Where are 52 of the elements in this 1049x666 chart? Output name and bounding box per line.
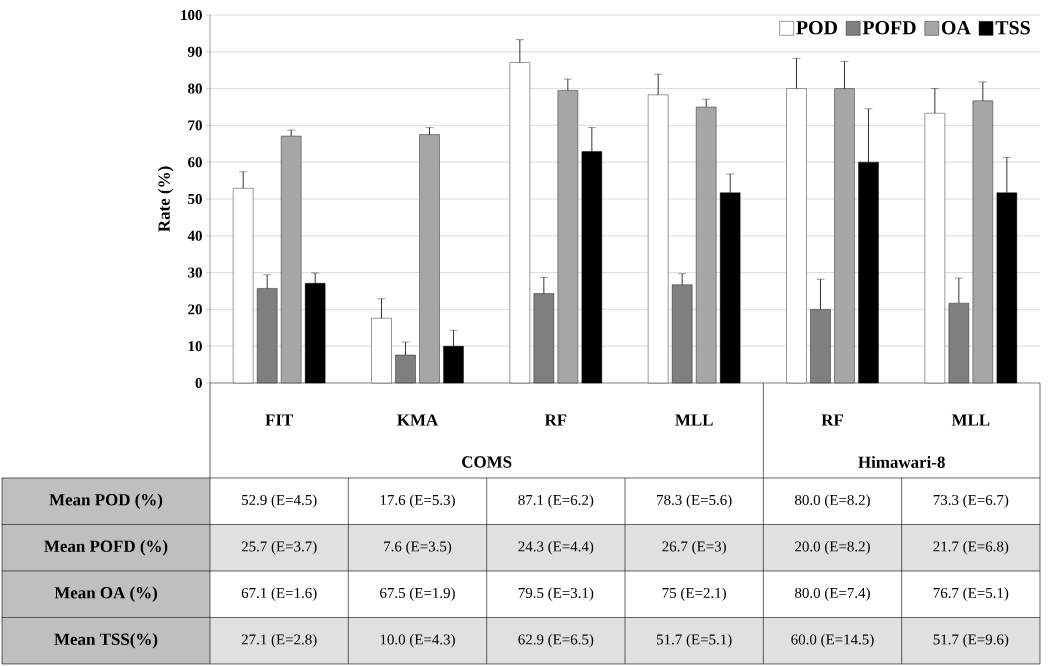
data-label: 67.1 (E=1.6) [241, 587, 317, 602]
legend-label: POD [796, 21, 837, 35]
y-axis-title: Rate (%) [157, 166, 174, 232]
y-tick-label: 20 [188, 304, 202, 315]
data-label: 60.0 (E=14.5) [791, 633, 874, 648]
data-label: 76.7 (E=5.1) [933, 587, 1009, 602]
legend-label: POFD [862, 21, 916, 35]
data-label: 21.7 (E=6.8) [933, 540, 1009, 555]
legend-label: OA [941, 21, 971, 35]
y-tick-label: 60 [188, 157, 202, 168]
x-tick-label: KMA [397, 414, 439, 426]
y-tick-label: 40 [187, 230, 202, 241]
data-label: 78.3 (E=5.6) [657, 494, 732, 509]
data-label: 27.1 (E=2.8) [241, 633, 317, 648]
y-tick-label: 30 [188, 267, 202, 278]
y-tick-label: 10 [188, 341, 202, 352]
legend-label: TSS [995, 21, 1030, 35]
data-label: 73.3 (E=6.7) [933, 494, 1009, 509]
data-label: 24.3 (E=4.4) [518, 540, 594, 555]
data-label: 75 (E=2.1) [662, 587, 726, 602]
text: Himawari-8 [858, 456, 945, 468]
data-label: 79.5 (E=3.1) [518, 587, 594, 602]
y-tick-label: 0 [195, 377, 202, 389]
text: Mean TSS(%) [54, 633, 158, 649]
data-label: 51.7 (E=9.6) [933, 633, 1009, 648]
y-tick-label: 80 [188, 83, 202, 94]
data-label: 80.0 (E=7.4) [795, 587, 870, 602]
data-label: 10.0 (E=4.3) [380, 633, 455, 648]
data-label: 25.7 (E=3.7) [241, 540, 317, 555]
data-label: 87.1 (E=6.2) [518, 494, 594, 509]
data-label: 17.6 (E=5.3) [380, 494, 455, 509]
data-label: 20.0 (E=8.2) [795, 540, 870, 555]
y-tick-label: 100 [181, 9, 202, 21]
x-tick-label: RF [544, 414, 567, 426]
data-label: 7.6 (E=3.5) [384, 540, 452, 555]
data-label: 51.7 (E=5.1) [657, 633, 732, 648]
x-tick-label: RF [821, 414, 843, 426]
data-label: 62.9 (E=6.5) [518, 633, 594, 648]
y-tick-label: 90 [187, 46, 202, 57]
x-tick-label: MLL [951, 414, 990, 426]
data-label: 67.5 (E=1.9) [380, 587, 455, 602]
data-label: 26.7 (E=3) [662, 540, 726, 555]
data-label: 80.0 (E=8.2) [795, 494, 870, 509]
text: Mean OA (%) [54, 586, 157, 602]
x-tick-label: MLL [675, 414, 713, 426]
x-tick-label: FIT [265, 414, 294, 426]
text: Mean POD (%) [49, 493, 163, 509]
data-label: 52.9 (E=4.5) [242, 494, 317, 509]
text: Mean POFD (%) [44, 540, 168, 556]
y-tick-label: 70 [188, 120, 202, 131]
y-tick-label: 50 [188, 193, 202, 205]
text: COMS [462, 456, 512, 468]
